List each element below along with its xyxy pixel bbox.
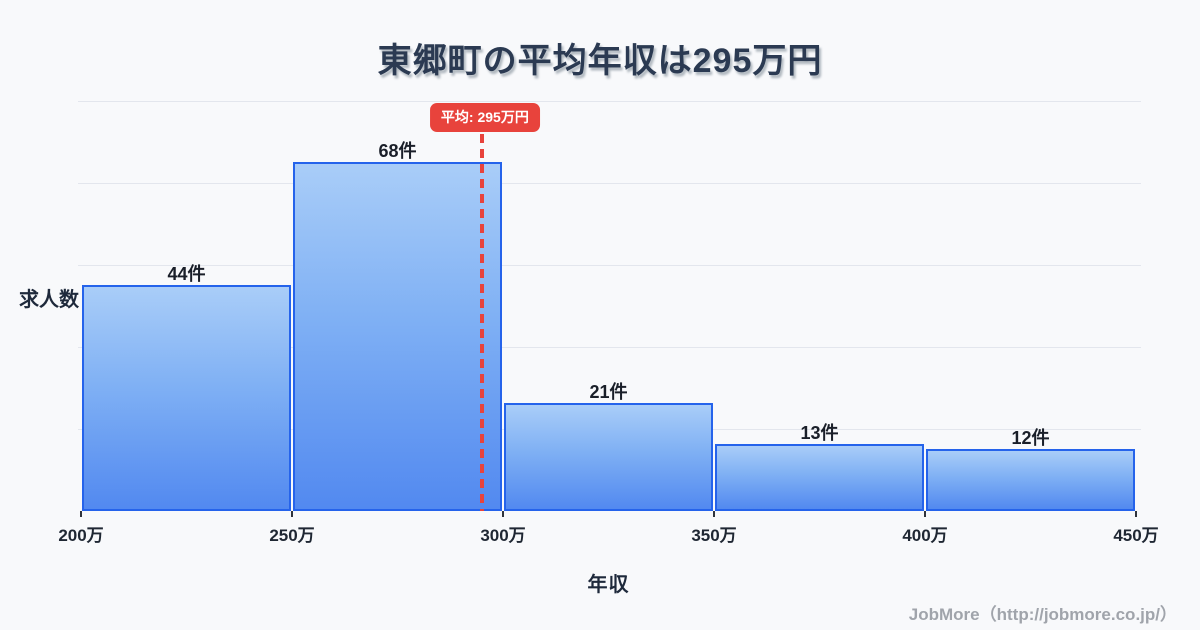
chart-title: 東郷町の平均年収は295万円	[377, 42, 823, 80]
x-axis-tick	[502, 511, 504, 517]
x-tick-label-250万: 250万	[269, 526, 315, 545]
bar-value-label: 68件	[378, 141, 417, 161]
x-axis-tick	[924, 511, 926, 517]
gridline	[78, 265, 1141, 266]
x-tick-label-300万: 300万	[480, 526, 526, 545]
x-tick-label-400万: 400万	[902, 526, 948, 545]
gridline	[78, 183, 1141, 184]
histogram-bar-300万-350万	[504, 403, 713, 511]
gridline	[78, 101, 1141, 102]
average-badge: 平均: 295万円	[429, 103, 540, 132]
gridline	[78, 347, 1141, 348]
x-axis-tick	[713, 511, 715, 517]
bar-value-label: 44件	[167, 264, 206, 285]
x-axis-tick	[80, 511, 82, 517]
x-tick-label-200万: 200万	[58, 526, 104, 545]
footer-credit: JobMore（http://jobmore.co.jp/）	[908, 605, 1177, 624]
histogram-bar-400万-450万	[926, 449, 1135, 511]
bar-value-label: 21件	[589, 382, 628, 403]
bar-value-label: 13件	[800, 423, 839, 444]
x-axis-tick	[1135, 511, 1137, 517]
histogram-bar-350万-400万	[715, 444, 924, 511]
x-axis-tick	[291, 511, 293, 517]
histogram-bar-250万-300万	[293, 162, 502, 511]
x-axis-title: 年収	[587, 574, 630, 596]
x-tick-label-350万: 350万	[691, 526, 737, 545]
bar-value-label: 12件	[1011, 428, 1050, 449]
x-tick-label-450万: 450万	[1113, 526, 1159, 545]
histogram-bar-200万-250万	[82, 285, 291, 511]
average-line	[479, 134, 484, 511]
y-axis-title: 求人数	[19, 289, 79, 311]
